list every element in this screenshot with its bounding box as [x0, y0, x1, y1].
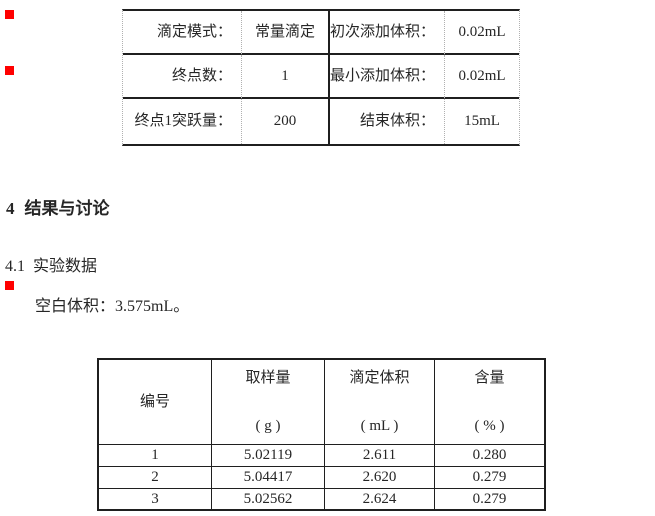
table-cell: 5.02119 [211, 444, 324, 466]
red-marker [5, 10, 14, 19]
param-label: 结束体积： [328, 99, 444, 144]
red-marker [5, 66, 14, 75]
param-value: 0.02mL [444, 11, 519, 55]
table-cell: 0.279 [434, 466, 544, 488]
table-cell: 2.620 [324, 466, 434, 488]
table-cell: 2.624 [324, 488, 434, 509]
table-cell: 0.279 [434, 488, 544, 509]
experimental-data-table: 编号 取样量 ( g ) 滴定体积 ( mL ) 含量 ( % ) 1 5.02… [97, 358, 546, 511]
section-heading: 4 结果与讨论 [6, 194, 110, 219]
column-header: 取样量 ( g ) [211, 360, 324, 444]
section-number: 4 [6, 199, 15, 218]
param-value: 1 [241, 55, 328, 99]
subsection-title: 实验数据 [33, 258, 98, 275]
red-marker [5, 281, 14, 290]
table-cell: 5.04417 [211, 466, 324, 488]
table-cell: 5.02562 [211, 488, 324, 509]
table-cell: 2.611 [324, 444, 434, 466]
blank-volume-text: 空白体积：3.575mL。 [35, 298, 190, 315]
param-value: 0.02mL [444, 55, 519, 99]
param-value: 200 [241, 99, 328, 144]
subsection-heading: 4.1 实验数据 [5, 252, 97, 276]
column-unit: ( mL ) [360, 418, 399, 434]
column-unit: ( % ) [474, 418, 505, 434]
column-name: 含量 [474, 370, 505, 386]
table-cell: 2 [99, 466, 211, 488]
param-label: 终点1突跃量： [134, 113, 232, 129]
titration-parameters-table: 滴定模式： 常量滴定 初次添加体积： 0.02mL 终点数： 1 最小添加体积：… [122, 9, 520, 146]
column-name: 取样量 [245, 370, 291, 386]
column-header: 含量 ( % ) [434, 360, 544, 444]
param-label: 终点数： [123, 55, 241, 99]
param-label: 最小添加体积： [328, 55, 444, 99]
param-label: 初次添加体积： [328, 11, 444, 55]
param-value: 常量滴定 [241, 11, 328, 55]
param-value: 15mL [444, 99, 519, 144]
column-name: 滴定体积 [349, 370, 410, 386]
column-header: 编号 [139, 393, 170, 410]
table-cell: 0.280 [434, 444, 544, 466]
table-cell: 3 [99, 488, 211, 509]
subsection-number: 4.1 [5, 258, 25, 275]
param-label: 滴定模式： [123, 11, 241, 55]
table-cell: 1 [99, 444, 211, 466]
column-unit: ( g ) [255, 418, 281, 434]
column-header: 滴定体积 ( mL ) [324, 360, 434, 444]
section-title: 结果与讨论 [24, 199, 110, 218]
